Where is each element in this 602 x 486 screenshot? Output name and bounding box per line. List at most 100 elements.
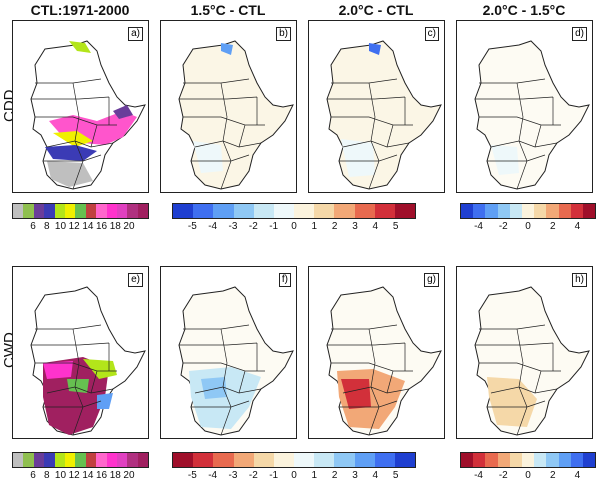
colorbar-tick-label: -2 (248, 470, 258, 481)
colorbar-tick-label: 4 (574, 221, 581, 232)
colorbar-swatch (44, 453, 55, 467)
colorbar-tick-label: -3 (228, 221, 238, 232)
colorbar-tick-label: 14 (82, 470, 94, 481)
colorbar-swatch (546, 204, 559, 218)
colorbar-swatch (85, 204, 97, 218)
colorbar-swatch (213, 453, 234, 467)
colorbar-tick-label: 4 (372, 470, 379, 481)
colorbar-swatch (374, 453, 395, 467)
colorbar-swatch (521, 453, 535, 467)
colorbar-swatch (582, 453, 596, 467)
colorbar-tick-label: 16 (96, 470, 108, 481)
colorbar-tick-label: -3 (228, 470, 238, 481)
colorbar-swatch (13, 453, 24, 467)
colorbar-swatch (497, 204, 510, 218)
colorbar-swatch (273, 453, 295, 467)
colorbar-swatch (96, 453, 107, 467)
colorbar-swatch (213, 204, 234, 218)
colorbar-tick-label: 0 (291, 470, 297, 481)
panel-label-e: e) (128, 273, 143, 287)
colorbar-tick-label: 12 (68, 470, 80, 481)
map-d (474, 40, 590, 190)
colorbar-tick-label: 20 (123, 470, 135, 481)
colorbar-tick-label: 18 (109, 221, 121, 232)
map-panel-b: b) (160, 20, 297, 193)
map-panel-a: a) (12, 20, 149, 193)
colorbar-swatch (294, 204, 315, 218)
colorbar-swatch (497, 453, 510, 467)
colorbar-swatch (354, 453, 375, 467)
colorbar-swatch (334, 453, 355, 467)
panel-label-a: a) (128, 27, 143, 41)
colorbar-swatch (64, 453, 76, 467)
colorbar-swatch (75, 204, 86, 218)
colorbar-diff-cdd (172, 203, 416, 219)
colorbar-swatch (570, 204, 583, 218)
colorbar-tick-label: 8 (43, 221, 50, 232)
map-c (326, 40, 442, 190)
colorbar-swatch (534, 453, 547, 467)
colorbar-tick-label: 3 (352, 470, 358, 481)
colorbar-swatch (85, 453, 97, 467)
map-panel-c: c) (308, 20, 445, 193)
panel-label-b: b) (276, 27, 291, 41)
colorbar-swatch (44, 204, 55, 218)
panel-label-h: h) (572, 273, 587, 287)
colorbar-tick-label: 20 (123, 221, 135, 232)
map-e (30, 286, 146, 436)
colorbar-swatch (116, 453, 128, 467)
colorbar-swatch (273, 204, 295, 218)
colorbar-tick-label: 1 (311, 221, 318, 232)
map-panel-g: g) (308, 266, 445, 439)
colorbar-swatch (485, 204, 498, 218)
colorbar-tick-label: 2 (549, 221, 556, 232)
colorbar-swatch (546, 453, 559, 467)
colorbar-tick-label: 5 (392, 221, 399, 232)
colorbar-swatch (394, 453, 416, 467)
colorbar-d15-cdd (460, 203, 596, 219)
colorbar-tick-label: 12 (68, 221, 80, 232)
colorbar-swatch (64, 204, 76, 218)
colorbar-tick-label: 14 (82, 221, 94, 232)
colorbar-swatch (521, 204, 535, 218)
colorbar-tick-label: 8 (43, 470, 50, 481)
colorbar-swatch (509, 204, 522, 218)
colorbar-tick-label: 4 (372, 221, 379, 232)
colorbar-swatch (96, 204, 107, 218)
panel-label-g: g) (424, 273, 439, 287)
colorbar-tick-label: 3 (352, 221, 358, 232)
map-b (178, 40, 294, 190)
colorbar-swatch (127, 453, 138, 467)
colorbar-tick-label: 18 (109, 470, 121, 481)
colorbar-swatch (294, 453, 315, 467)
colorbar-swatch (509, 453, 522, 467)
colorbar-swatch (33, 204, 45, 218)
colorbar-swatch (374, 204, 395, 218)
colorbar-swatch (485, 453, 498, 467)
colorbar-swatch (394, 204, 416, 218)
map-panel-f: f) (160, 266, 297, 439)
colorbar-swatch (582, 204, 596, 218)
colorbar-tick-label: -4 (474, 470, 483, 481)
colorbar-swatch (106, 453, 117, 467)
colorbar-swatch (106, 204, 117, 218)
colorbar-tick-label: 6 (30, 221, 36, 232)
colorbar-tick-label: -5 (187, 470, 197, 481)
map-h (474, 286, 590, 436)
colorbar-swatch (334, 204, 355, 218)
colorbar-swatch (54, 204, 65, 218)
colorbar-ticks-diff-cwd: -5 -4 -3 -2 -1 0 1 2 3 4 5 (172, 470, 416, 484)
colorbar-swatch (314, 453, 335, 467)
colorbar-swatch (173, 204, 194, 218)
colorbar-tick-label: -4 (474, 221, 483, 232)
colorbar-swatch (461, 453, 474, 467)
panel-label-c: c) (424, 27, 439, 41)
colorbar-tick-label: -1 (269, 470, 279, 481)
colorbar-tick-label: 0 (525, 221, 531, 232)
colorbar-tick-label: -2 (498, 470, 508, 481)
panel-label-d: d) (572, 27, 587, 41)
colorbar-tick-label: 2 (331, 470, 338, 481)
colorbar-swatch (461, 204, 474, 218)
panel-label-f: f) (278, 273, 291, 287)
column-header-20-ctl: 2.0°C - CTL (338, 2, 414, 18)
